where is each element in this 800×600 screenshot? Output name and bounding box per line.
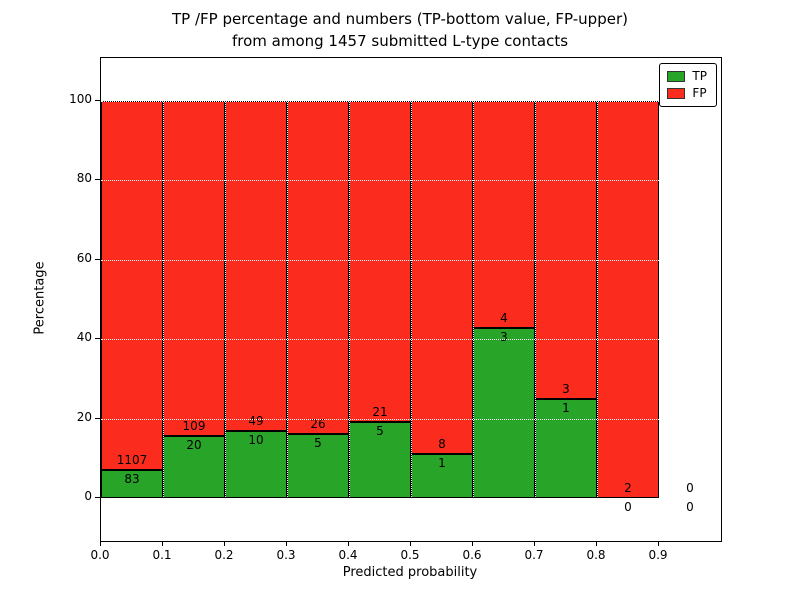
legend-item-fp: FP bbox=[667, 85, 707, 102]
y-tick-mark bbox=[95, 417, 100, 419]
x-tick-label: 0.9 bbox=[648, 548, 668, 562]
bar-tp-segment bbox=[535, 398, 597, 498]
v-gridline bbox=[163, 58, 164, 541]
tp-count-label: 1 bbox=[438, 455, 446, 470]
tp-count-label: 0 bbox=[624, 500, 632, 514]
y-tick-label: 60 bbox=[76, 250, 92, 265]
chart-title-line1: TP /FP percentage and numbers (TP-bottom… bbox=[172, 10, 628, 28]
x-tick-mark bbox=[658, 542, 659, 546]
fp-count-label: 4 bbox=[500, 310, 508, 325]
chart-title-line2: from among 1457 submitted L-type contact… bbox=[231, 32, 569, 50]
x-tick-mark bbox=[162, 542, 163, 546]
bar-fp-segment bbox=[163, 101, 225, 437]
fp-count-label: 0 bbox=[686, 481, 694, 495]
x-tick-label: 0.5 bbox=[400, 548, 420, 562]
x-axis-label: Predicted probability bbox=[342, 565, 478, 580]
tp-count-label: 1 bbox=[562, 400, 570, 415]
tp-color-swatch bbox=[667, 71, 686, 82]
bar-fp-segment bbox=[473, 101, 535, 328]
x-tick-mark bbox=[224, 542, 225, 546]
bar-fp-segment bbox=[101, 101, 163, 471]
v-gridline bbox=[287, 58, 288, 541]
x-tick-label: 0.6 bbox=[462, 548, 482, 562]
fp-count-label: 3 bbox=[562, 381, 570, 396]
legend-label-fp: FP bbox=[692, 86, 707, 100]
x-tick-label: 0.1 bbox=[152, 548, 172, 562]
x-tick-label: 0.7 bbox=[524, 548, 544, 562]
bar-fp-segment bbox=[349, 101, 411, 422]
x-tick-label: 0.4 bbox=[338, 548, 358, 562]
x-tick-label: 0.8 bbox=[586, 548, 606, 562]
plot-area: TP FP 1107 83 109 20 49 10 26 5 21 5 8 1 4 3 3 1 2 0 0 0 bbox=[100, 57, 722, 542]
x-tick-mark bbox=[348, 542, 349, 546]
y-tick-label: 100 bbox=[69, 92, 92, 106]
tp-count-label: 3 bbox=[500, 329, 508, 344]
bar-fp-segment bbox=[287, 101, 349, 434]
y-tick-mark bbox=[95, 258, 100, 260]
v-gridline bbox=[225, 58, 226, 541]
y-tick-mark bbox=[95, 100, 100, 101]
bar-tp-segment bbox=[473, 327, 535, 498]
bar-tp-segment bbox=[101, 470, 163, 498]
tp-count-label: 83 bbox=[124, 472, 140, 487]
x-tick-mark bbox=[286, 542, 287, 546]
y-axis-label: Percentage bbox=[32, 261, 48, 335]
legend: TP FP bbox=[659, 63, 717, 107]
y-tick-label: 20 bbox=[76, 409, 92, 424]
legend-label-tp: TP bbox=[692, 69, 707, 83]
bar-fp-segment bbox=[597, 101, 659, 498]
y-tick-mark bbox=[95, 179, 100, 181]
fp-count-label: 49 bbox=[248, 413, 264, 428]
legend-item-tp: TP bbox=[667, 68, 707, 85]
fp-count-label: 8 bbox=[438, 436, 446, 451]
x-tick-mark bbox=[100, 542, 101, 546]
fp-count-label: 26 bbox=[310, 416, 326, 431]
fp-count-label: 1107 bbox=[116, 453, 148, 468]
fp-color-swatch bbox=[667, 88, 686, 99]
x-tick-mark bbox=[596, 542, 597, 546]
bar-tp-segment bbox=[163, 436, 225, 498]
fp-count-label: 21 bbox=[372, 404, 388, 419]
tp-count-label: 5 bbox=[376, 423, 384, 438]
tp-count-label: 10 bbox=[248, 432, 264, 447]
v-gridline bbox=[411, 58, 412, 541]
y-tick-label: 40 bbox=[76, 330, 92, 345]
bar-tp-segment bbox=[287, 433, 349, 498]
bar-tp-segment bbox=[411, 453, 473, 498]
tp-count-label: 0 bbox=[686, 500, 694, 514]
x-tick-label: 0.2 bbox=[214, 548, 234, 562]
bar-fp-segment bbox=[535, 101, 597, 399]
x-tick-mark bbox=[410, 542, 411, 546]
y-tick-mark bbox=[95, 497, 100, 498]
y-tick-mark bbox=[95, 338, 100, 340]
chart-title: TP /FP percentage and numbers (TP-bottom… bbox=[0, 8, 800, 52]
x-tick-label: 0.0 bbox=[90, 548, 110, 562]
bar-fp-segment bbox=[411, 101, 473, 454]
v-gridline bbox=[473, 58, 474, 541]
tp-count-label: 5 bbox=[314, 435, 322, 450]
fp-count-label: 109 bbox=[182, 419, 206, 434]
tp-count-label: 20 bbox=[186, 438, 202, 453]
x-tick-label: 0.3 bbox=[276, 548, 296, 562]
fp-count-label: 2 bbox=[624, 481, 632, 495]
v-gridline bbox=[535, 58, 536, 541]
x-tick-mark bbox=[534, 542, 535, 546]
v-gridline bbox=[349, 58, 350, 541]
v-gridline bbox=[659, 58, 660, 541]
bar-fp-segment bbox=[225, 101, 287, 431]
y-tick-label: 0 bbox=[84, 489, 92, 503]
v-gridline bbox=[597, 58, 598, 541]
y-tick-label: 80 bbox=[76, 171, 92, 186]
x-tick-mark bbox=[472, 542, 473, 546]
